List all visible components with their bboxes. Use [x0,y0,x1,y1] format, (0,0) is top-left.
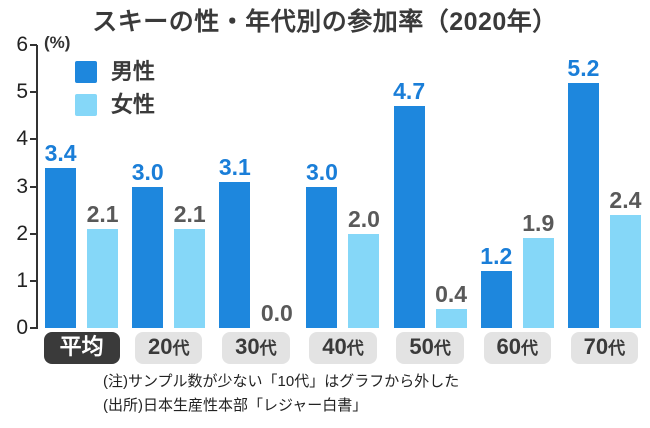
legend: 男性 女性 [75,61,155,116]
bar [522,238,554,328]
bar-value-label: 3.0 [131,158,164,185]
bar-value-label: 1.2 [480,243,513,270]
bar-group: 3.0 2.0 [299,45,386,328]
bar-value-label: 2.0 [347,205,380,232]
bar-cell: 2.1 [87,45,119,328]
x-label-slot: 40代 [299,332,386,364]
y-tick-label: 1 [16,268,28,292]
bar-cell: 3.4 [45,45,77,328]
x-axis-label: 30代 [222,332,290,364]
x-axis-label-suffix: 代 [172,339,190,358]
x-label-slot: 30代 [212,332,299,364]
bar-group: 3.1 0.0 [212,45,299,328]
x-axis-label: 60代 [483,332,552,364]
footnote-source: (出所)日本生産性本部「レジャー白書」 [103,397,368,414]
x-axis-label-suffix: 代 [433,339,451,358]
x-label-slot: 平均 [38,332,125,364]
bar-cell: 1.9 [522,45,554,328]
x-label-slot: 50代 [387,332,474,364]
bar [348,233,380,328]
y-axis-unit-label: (%) [44,33,71,52]
y-tick-label: 2 [16,221,28,245]
x-label-slot: 70代 [561,332,648,364]
bar [567,82,599,328]
y-tick-mark [30,279,37,282]
bar-value-label: 2.1 [86,200,119,227]
legend-label: 女性 [111,92,156,117]
bar-value-label: 1.9 [522,210,555,237]
bar-cell: 5.2 [567,45,599,328]
y-tick-mark [30,44,37,46]
chart-title: スキーの性・年代別の参加率（2020年） [92,8,558,36]
footnotes: (注)サンプル数が少ない「10代」はグラフから外した (出所)日本生産性本部「レ… [103,370,459,418]
legend-swatch [75,94,97,116]
bar-cell: 3.0 [306,45,338,328]
legend-swatch [75,61,97,83]
bar [435,309,467,328]
x-label-slot: 60代 [474,332,561,364]
footnote-sample: (注)サンプル数が少ない「10代」はグラフから外した [103,373,460,390]
y-tick-mark [30,91,37,94]
y-tick-mark [30,327,37,329]
x-axis-label: 70代 [570,332,639,364]
plot-area: 3.4 2.1 3.0 2.1 3.1 0.0 3.0 2.0 4.7 0.4 1.2 1.9 5.2 2… [38,45,648,328]
bar-cell: 3.0 [132,45,164,328]
x-axis-label: 20代 [134,332,203,364]
y-tick-label: 5 [16,80,28,104]
bar-value-label: 0.0 [260,300,293,326]
bar [480,271,512,328]
bar-value-label: 2.4 [609,186,642,213]
bar-value-label: 3.1 [218,153,251,180]
bar-cell: 3.1 [219,45,251,328]
x-axis-labels: 平均 20代 30代 40代 50代 60代 70代 [38,332,648,364]
bar [132,186,164,328]
x-axis-label-suffix: 代 [608,339,626,358]
x-axis-label: 50代 [396,332,464,364]
bar-group: 3.0 2.1 [125,45,212,328]
legend-item: 女性 [75,94,155,116]
y-axis-line [36,45,38,329]
bar [609,214,641,328]
x-axis-label-suffix: 代 [346,339,364,358]
bar-value-label: 5.2 [567,54,600,81]
bar-group: 4.7 0.4 [387,45,474,328]
bar-value-label: 3.0 [306,158,338,185]
bar-cell: 1.2 [480,45,512,328]
x-axis-label: 40代 [309,332,377,364]
bar-cell: 2.0 [348,45,380,328]
bar [174,228,206,328]
bar [219,181,251,328]
bar [45,167,77,328]
bar-group: 5.2 2.4 [561,45,648,328]
y-tick-mark [30,138,37,141]
bar-cell: 2.1 [174,45,206,328]
bar-value-label: 0.4 [435,281,468,308]
bar-value-label: 3.4 [44,139,77,166]
bar-cell: 0.0 [261,45,293,328]
bar-cell: 0.4 [435,45,467,328]
x-axis-label: 平均 [43,332,120,364]
x-axis-label-suffix: 代 [259,339,277,358]
legend-label: 男性 [111,59,156,84]
bar [306,186,338,328]
bar [87,228,119,328]
legend-item: 男性 [75,61,155,83]
bar-cell: 4.7 [393,45,425,328]
x-axis-label-suffix: 代 [521,339,539,358]
y-tick-label: 6 [16,33,28,56]
bar-cell: 2.4 [609,45,641,328]
y-tick-mark [30,232,37,235]
bar-value-label: 4.7 [393,78,426,105]
y-tick-mark [30,185,37,188]
bar-group: 3.4 2.1 [38,45,125,328]
x-label-slot: 20代 [125,332,212,364]
y-tick-label: 0 [16,316,28,339]
bar-group: 1.2 1.9 [474,45,561,328]
y-tick-label: 4 [16,127,28,151]
bar [393,106,425,328]
bar-value-label: 2.1 [173,200,206,227]
y-tick-label: 3 [16,174,28,198]
